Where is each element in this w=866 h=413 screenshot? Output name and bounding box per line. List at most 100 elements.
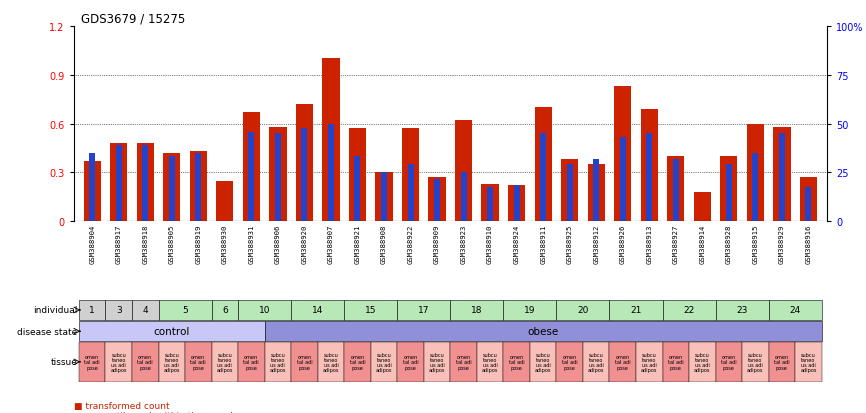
Text: GSM388924: GSM388924 [514,224,520,263]
Bar [169,157,175,222]
Text: GSM388931: GSM388931 [249,224,255,263]
Text: GSM388928: GSM388928 [726,224,732,263]
Bar [694,192,711,222]
Bar [354,157,360,222]
Bar [397,300,450,320]
Text: 1: 1 [89,306,95,315]
Text: ■ transformed count: ■ transformed count [74,401,169,410]
Bar [434,180,440,222]
Bar [216,181,234,222]
Text: obese: obese [527,326,559,336]
Bar [715,342,742,382]
Text: subcu
taneo
us adi
adipos: subcu taneo us adi adipos [323,352,339,372]
Text: omen
tal adi
pose: omen tal adi pose [350,354,365,370]
Text: GSM388905: GSM388905 [169,224,175,263]
Text: GSM388906: GSM388906 [275,224,281,263]
Bar [530,342,557,382]
Bar [721,157,738,222]
Bar [508,186,526,222]
Text: omen
tal adi
pose: omen tal adi pose [721,354,737,370]
Text: ■ percentile rank within the sample: ■ percentile rank within the sample [74,411,238,413]
Text: GSM388917: GSM388917 [116,224,122,263]
Bar [344,300,397,320]
Text: GSM388908: GSM388908 [381,224,387,263]
Bar [641,110,658,222]
Bar [116,145,122,222]
Bar [211,342,238,382]
Bar [79,300,106,320]
Bar [514,186,520,222]
Text: GSM388923: GSM388923 [461,224,467,263]
Bar [185,342,211,382]
Text: 20: 20 [578,306,589,315]
Bar [322,59,339,222]
Text: subcu
taneo
us adi
adipos: subcu taneo us adi adipos [111,352,127,372]
Bar [423,342,450,382]
Bar [583,342,610,382]
Text: GSM388930: GSM388930 [222,224,228,263]
Bar [620,137,626,222]
Bar [662,342,689,382]
Bar [540,134,546,222]
Bar [769,300,822,320]
Bar [557,342,583,382]
Bar [110,144,127,222]
Bar [296,105,313,222]
Bar [588,165,604,222]
Text: GSM388919: GSM388919 [196,224,201,263]
Bar [275,134,281,222]
Text: omen
tal adi
pose: omen tal adi pose [456,354,471,370]
Text: omen
tal adi
pose: omen tal adi pose [191,354,206,370]
Text: omen
tal adi
pose: omen tal adi pose [774,354,790,370]
Text: 18: 18 [471,306,482,315]
Text: subcu
taneo
us adi
adipos: subcu taneo us adi adipos [481,352,498,372]
Text: omen
tal adi
pose: omen tal adi pose [84,354,100,370]
Bar [773,128,791,222]
Bar [455,121,472,222]
Text: tissue: tissue [51,358,78,366]
Bar [779,134,785,222]
Bar [461,173,467,222]
Bar [636,342,662,382]
Bar [673,160,679,222]
Text: 22: 22 [683,306,695,315]
Bar [487,188,493,222]
Bar [106,300,132,320]
Bar [265,321,822,342]
Bar [211,300,238,320]
Text: GSM388914: GSM388914 [700,224,705,263]
Text: GSM388926: GSM388926 [620,224,626,263]
Text: GSM388904: GSM388904 [89,224,95,263]
Text: GSM388918: GSM388918 [142,224,148,263]
Bar [800,178,818,222]
Bar [328,124,334,222]
Bar [249,133,255,222]
Text: GDS3679 / 15275: GDS3679 / 15275 [81,13,185,26]
Bar [742,342,769,382]
Text: 17: 17 [418,306,430,315]
Text: 14: 14 [312,306,323,315]
Text: control: control [153,326,190,336]
Bar [534,108,552,222]
Bar [79,321,265,342]
Text: 5: 5 [182,306,188,315]
Bar [269,128,287,222]
Text: GSM388922: GSM388922 [408,224,414,263]
Bar [265,342,291,382]
Text: GSM388920: GSM388920 [301,224,307,263]
Bar [610,342,636,382]
Bar [344,342,371,382]
Text: GSM388907: GSM388907 [328,224,334,263]
Bar [429,178,446,222]
Bar [503,300,557,320]
Text: omen
tal adi
pose: omen tal adi pose [615,354,630,370]
Bar [561,160,578,222]
Bar [106,342,132,382]
Bar [238,300,291,320]
Text: subcu
taneo
us adi
adipos: subcu taneo us adi adipos [641,352,657,372]
Text: omen
tal adi
pose: omen tal adi pose [243,354,259,370]
Text: omen
tal adi
pose: omen tal adi pose [403,354,418,370]
Text: subcu
taneo
us adi
adipos: subcu taneo us adi adipos [800,352,817,372]
Bar [689,342,715,382]
Bar [242,113,260,222]
